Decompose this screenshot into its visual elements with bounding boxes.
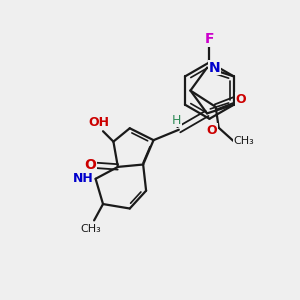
Text: O: O [84, 158, 96, 172]
Text: NH: NH [73, 172, 94, 185]
Text: N: N [209, 61, 220, 75]
Text: H: H [172, 114, 181, 127]
Text: O: O [207, 124, 218, 136]
Text: CH₃: CH₃ [234, 136, 254, 146]
Text: CH₃: CH₃ [81, 224, 101, 234]
Text: F: F [205, 32, 214, 46]
Text: OH: OH [88, 116, 109, 129]
Text: O: O [236, 93, 246, 106]
